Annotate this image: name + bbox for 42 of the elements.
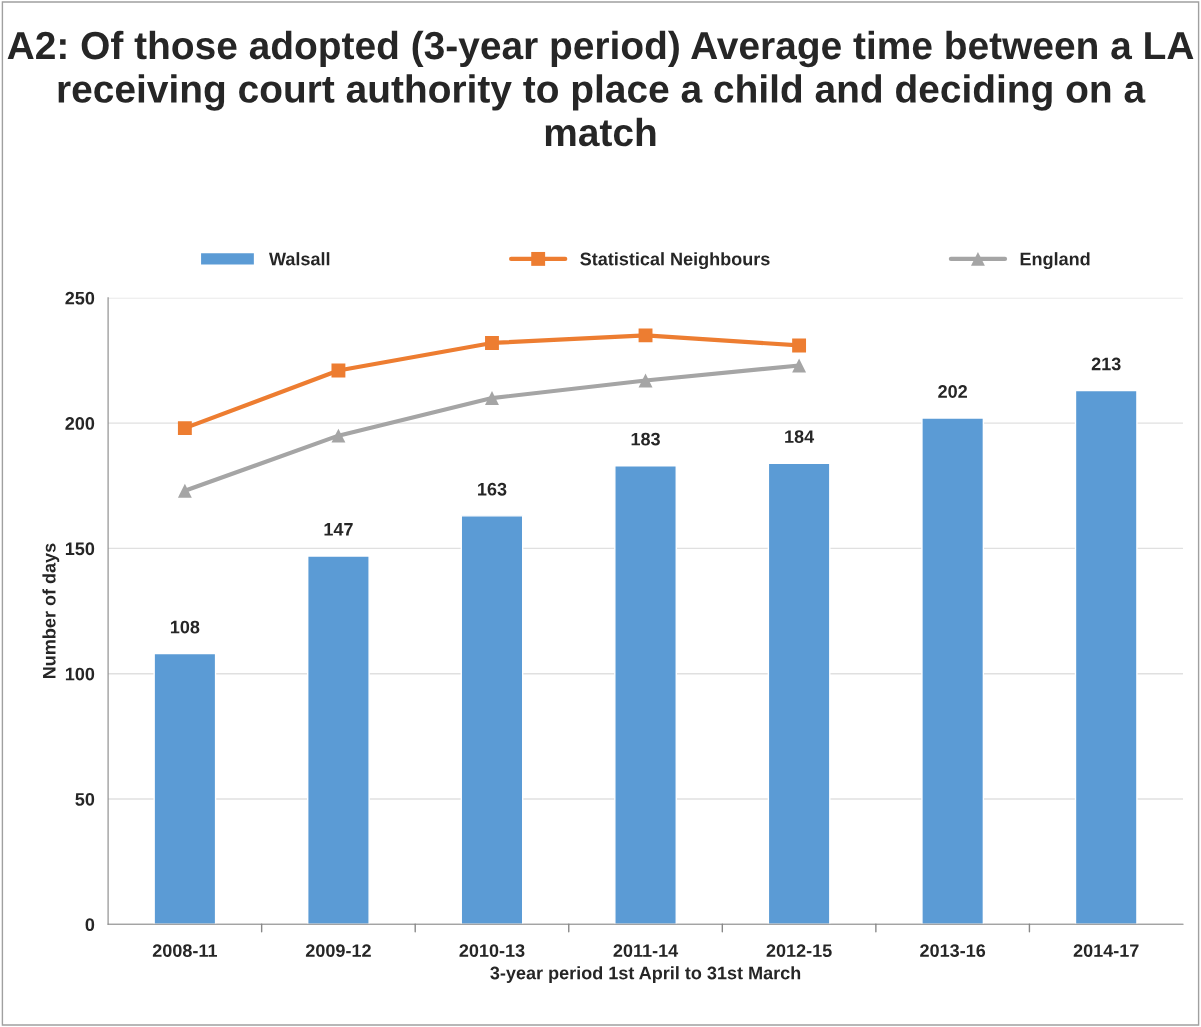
x-tick-label: 2011-14 <box>613 944 679 958</box>
bar <box>307 555 370 925</box>
point <box>177 421 192 436</box>
y-tick-label: 0 <box>85 918 95 932</box>
y-axis-title: Number of days <box>42 543 60 679</box>
y-tick-label: 250 <box>65 291 95 305</box>
point <box>792 358 807 373</box>
point <box>331 363 346 378</box>
x-tick-label: 2013-16 <box>920 944 986 958</box>
x-tick-label: 2009-12 <box>305 944 371 958</box>
point <box>638 328 653 343</box>
y-tick-label: 100 <box>65 667 95 681</box>
y-tick-label: 150 <box>65 542 95 556</box>
x-tick-label: 2010-13 <box>459 944 525 958</box>
chart-title: A2: Of those adopted (3-year period) Average time between a LA receiving court authority to place a child and deciding on a match <box>7 30 1194 147</box>
point <box>331 428 346 443</box>
bar <box>153 652 217 925</box>
legend-label: Statistical Neighbours <box>580 252 770 270</box>
point <box>177 483 192 498</box>
bar <box>460 515 524 925</box>
point <box>485 335 499 350</box>
data-label: 163 <box>478 482 507 496</box>
bar <box>1074 389 1138 925</box>
x-tick-label: 2014-17 <box>1073 944 1139 958</box>
data-label: 108 <box>170 620 200 634</box>
y-tick-label: 200 <box>65 417 95 430</box>
bar <box>921 417 985 925</box>
bar <box>614 465 677 925</box>
data-label: 147 <box>324 523 353 536</box>
point <box>792 338 807 353</box>
x-tick-label: 2008-11 <box>152 944 217 958</box>
point <box>485 391 499 406</box>
legend-label: England <box>1020 252 1090 270</box>
data-label: 213 <box>1091 357 1121 371</box>
data-label: 183 <box>631 432 660 446</box>
data-label: 202 <box>938 385 967 398</box>
x-axis-title: 3-year period 1st April to 31st March <box>490 966 801 983</box>
data-label: 184 <box>785 430 815 443</box>
x-tick-label: 2012-15 <box>766 944 832 958</box>
bar <box>767 462 831 925</box>
legend-label: Walsall <box>269 252 330 266</box>
y-tick-label: 50 <box>75 792 95 806</box>
